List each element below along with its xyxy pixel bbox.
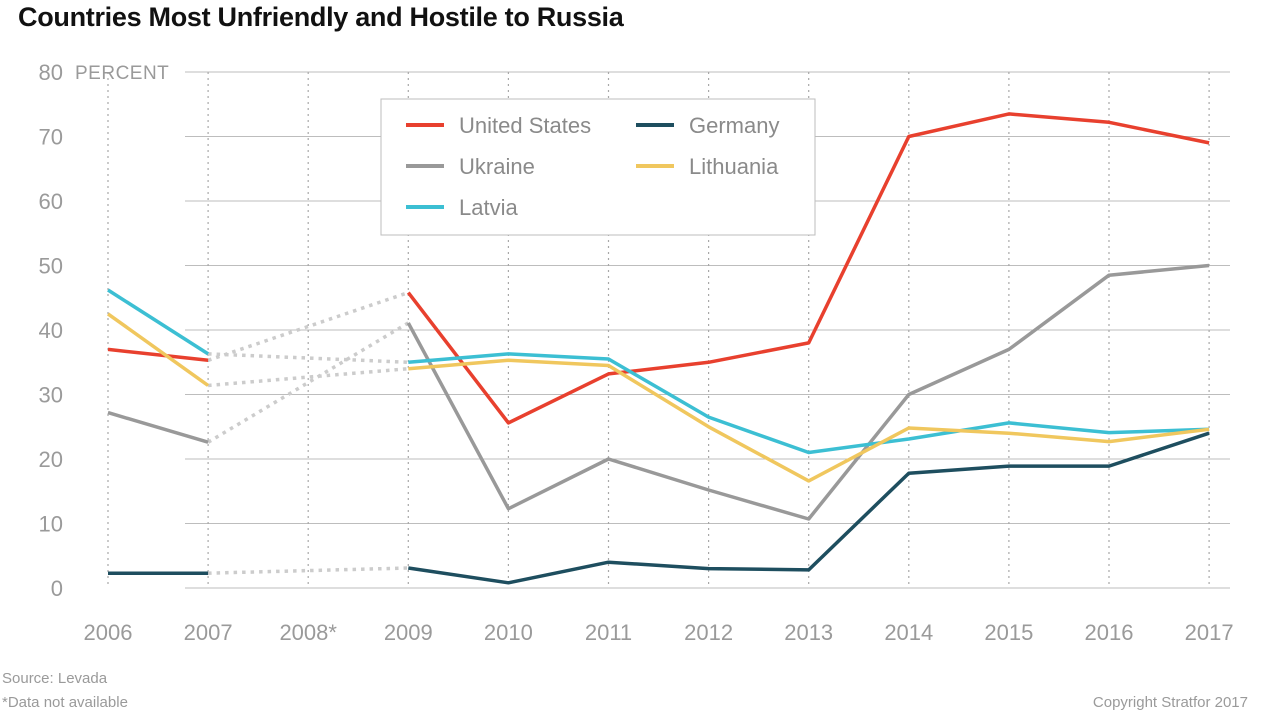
x-tick-label: 2007 [184, 620, 233, 645]
y-axis-unit-label: PERCENT [75, 63, 169, 84]
legend: United States Germany Ukraine Lithuania Latv… [380, 98, 816, 236]
y-tick-label: 60 [39, 189, 63, 214]
x-tick-label: 2011 [585, 620, 632, 645]
legend-label-united-states: United States [459, 113, 591, 138]
x-tick-label: 2012 [684, 620, 733, 645]
horizontal-gridlines [185, 71, 1230, 589]
series-line-latvia [408, 352, 1210, 455]
y-tick-label: 30 [39, 383, 63, 408]
legend-label-ukraine: Ukraine [459, 154, 535, 179]
y-tick-label: 40 [39, 318, 63, 343]
x-tick-label: 2006 [84, 620, 133, 645]
series-lines [106, 112, 1210, 585]
x-tick-label: 2014 [884, 620, 933, 645]
y-axis-ticks: 0 10 20 30 40 50 60 70 80 [39, 60, 63, 601]
series-line-lithuania [106, 312, 210, 387]
legend-label-germany: Germany [689, 113, 779, 138]
legend-box [380, 98, 816, 236]
series-line-united-states [406, 112, 1210, 425]
legend-items: United States Germany Ukraine Lithuania Latv… [406, 113, 779, 220]
x-tick-label: 2008* [279, 620, 337, 645]
series-line-ukraine [406, 263, 1210, 521]
gap-connector-united-states [207, 290, 409, 362]
y-tick-label: 50 [39, 254, 63, 279]
x-tick-label: 2016 [1085, 620, 1134, 645]
series-line-latvia [107, 288, 210, 356]
legend-label-lithuania: Lithuania [689, 154, 779, 179]
legend-label-latvia: Latvia [459, 195, 518, 220]
y-tick-label: 0 [51, 576, 63, 601]
x-tick-label: 2013 [784, 620, 833, 645]
gap-connector-ukraine [207, 321, 410, 444]
gap-connector-lithuania [207, 366, 409, 388]
series-line-ukraine [107, 410, 209, 444]
x-tick-label: 2017 [1185, 620, 1234, 645]
data-not-available-note: *Data not available [2, 694, 128, 711]
missing-data-connectors [207, 290, 410, 575]
x-axis-ticks: 2006 2007 2008* 2009 2010 2011 2012 2013 2014 201… [84, 620, 1234, 645]
y-tick-label: 70 [39, 125, 63, 150]
x-tick-label: 2010 [484, 620, 533, 645]
y-tick-label: 10 [39, 512, 63, 537]
series-line-lithuania [408, 358, 1210, 483]
series-line-germany [408, 431, 1210, 585]
copyright-note: Copyright Stratfor 2017 [1092, 694, 1248, 711]
x-tick-label: 2015 [984, 620, 1033, 645]
y-tick-label: 20 [39, 447, 63, 472]
chart-title: Countries Most Unfriendly and Hostile to… [18, 2, 624, 32]
series-line-united-states [107, 347, 209, 363]
source-note: Source: Levada [2, 670, 108, 687]
y-tick-label: 80 [39, 60, 63, 85]
x-tick-label: 2009 [384, 620, 433, 645]
